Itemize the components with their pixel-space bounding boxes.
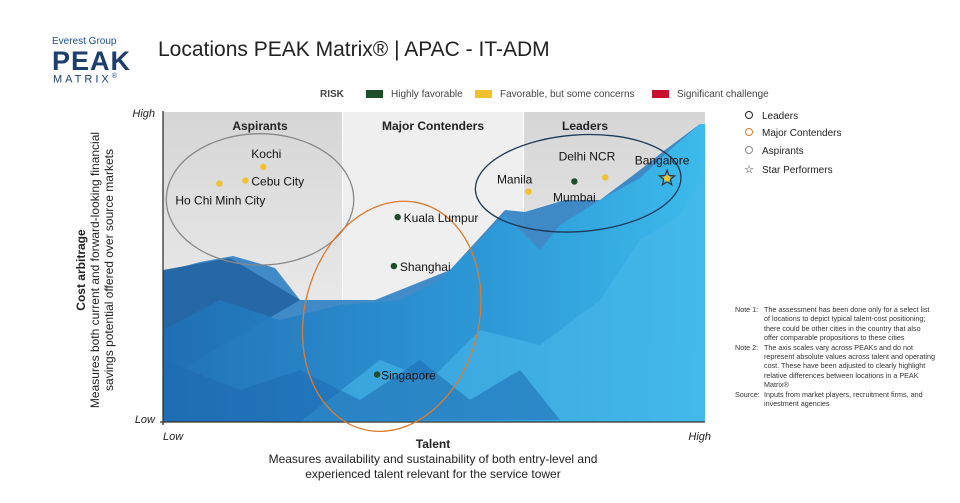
risk-item-significant-challenge: Significant challenge [652, 89, 769, 100]
label-mumbai: Mumbai [553, 190, 596, 204]
point-cebu-city [242, 177, 249, 184]
x-axis-sub-2: experienced talent relevant for the serv… [305, 467, 561, 481]
note-label: Note 2: [735, 342, 759, 352]
notes: Note 1: The assessment has been done only… [735, 305, 935, 408]
legend-circle-icon [742, 128, 756, 139]
legend-circle-icon [742, 146, 756, 157]
y-axis-title: Cost arbitrage Measures both current and… [74, 132, 116, 408]
legend-label: Star Performers [762, 165, 833, 176]
point-kuala-lumpur [394, 213, 401, 221]
legend-major-contenders: Major Contenders [742, 128, 841, 139]
risk-swatch [652, 90, 669, 99]
mountain-light [300, 170, 705, 422]
label-shanghai: Shanghai [400, 260, 451, 274]
point-shanghai [390, 262, 398, 270]
point-layer: Kochi Cebu City Ho Chi Minh City Kuala Lump… [175, 147, 689, 383]
point-kochi [260, 163, 267, 171]
note-2: Note 2: The axis scales vary across PEAKs… [735, 343, 935, 390]
mountain-front [163, 360, 560, 422]
label-delhi-ncr: Delhi NCR [559, 149, 616, 163]
ellipse-aspirants [165, 133, 355, 266]
zone-title-leaders: Leaders [562, 119, 608, 133]
x-axis-label: Talent [415, 437, 451, 451]
x-tick-high: High [688, 431, 711, 443]
risk-item-label: Favorable, but some concerns [500, 89, 635, 100]
logo-matrix-text: MATRIX [53, 73, 112, 86]
note-text: The axis scales vary across PEAKs and do… [764, 342, 936, 390]
zone-title-contenders: Major Contenders [382, 119, 484, 133]
ellipse-layer [165, 133, 682, 432]
risk-label: RISK [320, 89, 344, 100]
note-1: Note 1: The assessment has been done only… [735, 305, 935, 343]
note-label: Source: [735, 389, 760, 399]
note-label: Note 1: [735, 305, 759, 314]
risk-item-highly-favorable: Highly favorable [366, 89, 463, 100]
note-source: Source: Inputs from market players, recru… [735, 390, 935, 409]
legend-star-performers: ☆ Star Performers [742, 163, 833, 176]
legend-label: Aspirants [762, 146, 804, 157]
label-manila: Manila [497, 173, 533, 187]
y-axis-sub-1: Measures both current and forward-lookin… [88, 131, 102, 409]
risk-swatch [366, 90, 383, 99]
ellipse-major-contenders [301, 200, 482, 432]
point-bangalore [663, 175, 671, 182]
logo-group-name: Everest Group [52, 36, 117, 47]
x-tick-low: Low [163, 431, 184, 443]
star-icon: ☆ [744, 164, 754, 176]
y-tick-low: Low [135, 414, 156, 426]
label-kuala-lumpur: Kuala Lumpur [404, 211, 479, 225]
point-manila [525, 188, 532, 195]
star-performer-bangalore [657, 168, 677, 187]
logo-registered: ® [111, 73, 117, 80]
legend-aspirants: Aspirants [742, 146, 804, 157]
risk-item-label: Highly favorable [391, 89, 463, 100]
legend-leaders: Leaders [742, 111, 798, 122]
point-mumbai [571, 178, 578, 185]
risk-swatch [475, 90, 492, 99]
point-singapore [373, 371, 381, 378]
risk-item-label: Significant challenge [677, 89, 769, 100]
legend-circle-icon [742, 111, 756, 122]
label-kochi: Kochi [251, 147, 281, 161]
label-cebu-city: Cebu City [251, 175, 304, 189]
note-text: The assessment has been done only for a … [764, 305, 930, 343]
point-ho-chi-minh-city [216, 180, 223, 187]
point-delhi-ncr [602, 174, 609, 181]
legend-label: Leaders [762, 111, 799, 122]
page-title: Locations PEAK Matrix® | APAC - IT-ADM [158, 38, 550, 61]
y-axis-label: Cost arbitrage [74, 229, 88, 311]
ellipse-leaders [474, 133, 682, 233]
y-axis-sub-2: savings potential offered over source ma… [102, 149, 116, 391]
zone-title-aspirants: Aspirants [232, 119, 288, 133]
y-tick-high: High [132, 108, 155, 120]
x-axis-sub-1: Measures availability and sustainability… [268, 452, 598, 466]
x-axis-title: Talent Measures availability and sustain… [269, 437, 598, 482]
label-singapore: Singapore [381, 369, 436, 383]
logo-peak-text: PEAK [52, 46, 132, 76]
logo-peak: PEAK [52, 47, 131, 75]
legend-label: Major Contenders [762, 128, 842, 139]
label-ho-chi-minh-city: Ho Chi Minh City [175, 194, 265, 208]
label-bangalore: Bangalore [635, 153, 690, 167]
note-text: Inputs from market players, recruitment … [764, 389, 923, 409]
risk-item-favorable-concerns: Favorable, but some concerns [475, 89, 635, 100]
logo-matrix: MATRIX® [53, 73, 117, 86]
